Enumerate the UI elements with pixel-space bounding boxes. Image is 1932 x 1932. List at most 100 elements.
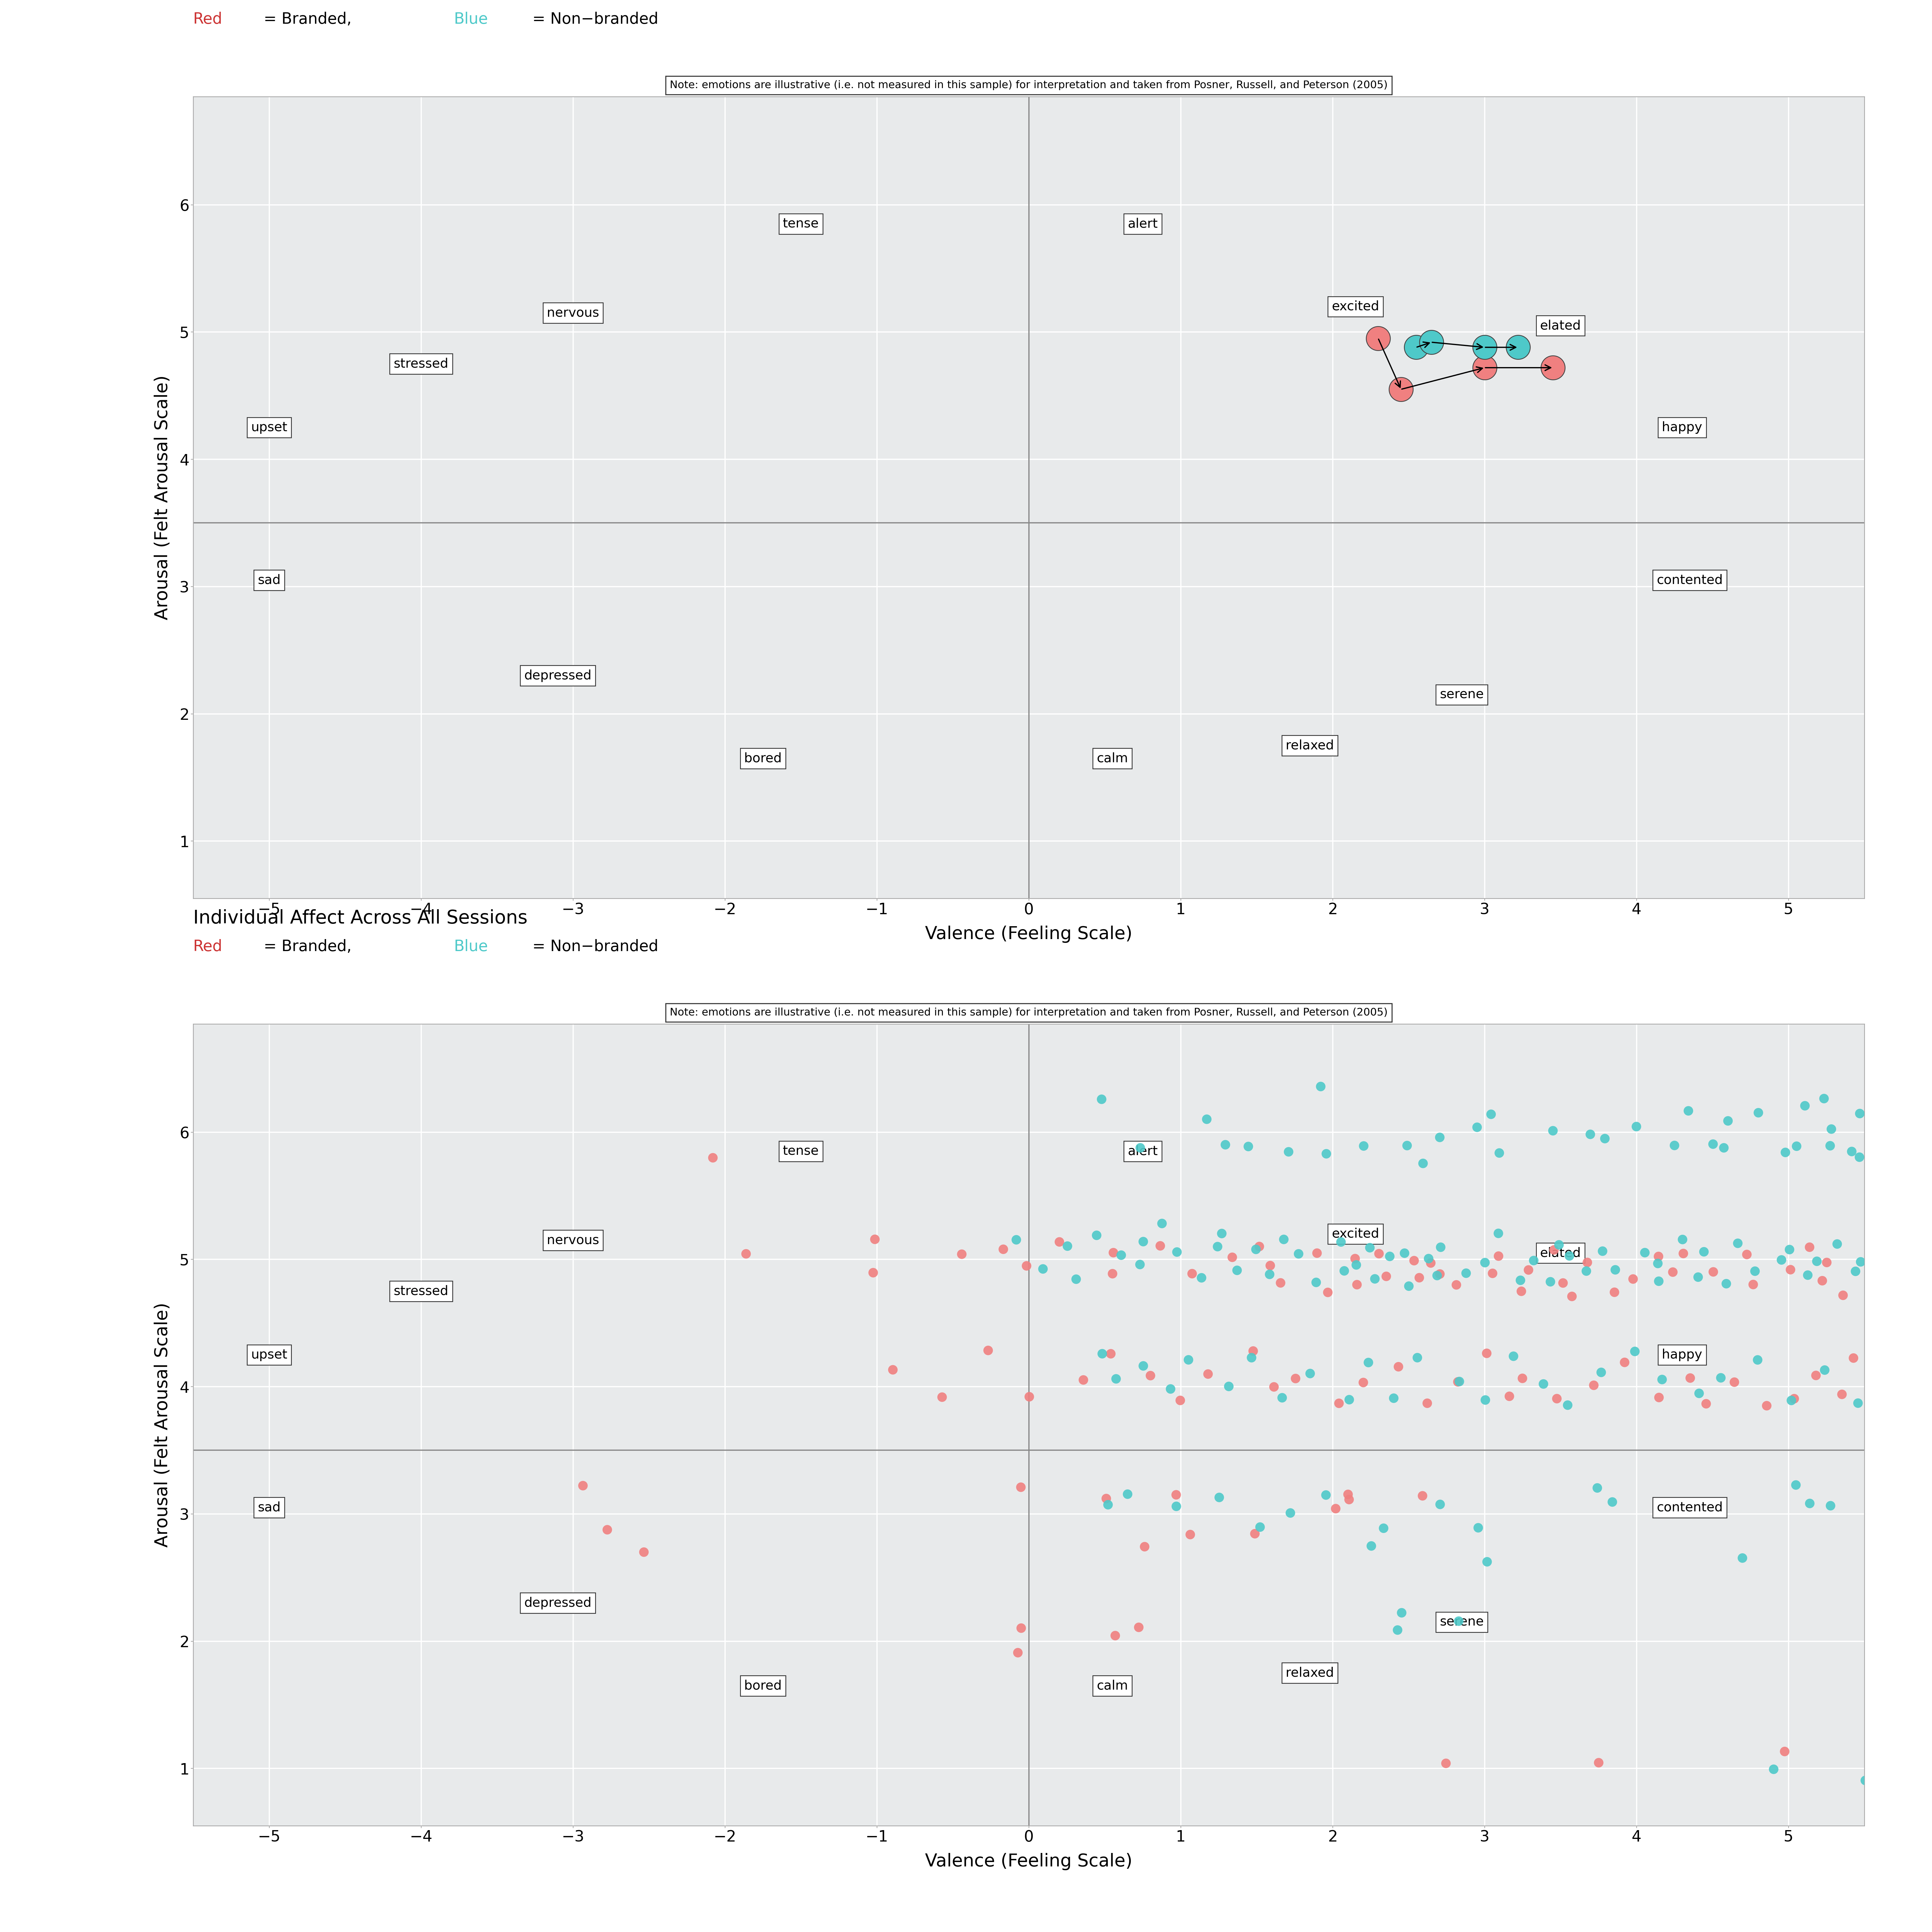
Point [1302,1238,1333,1269]
Point [1095,1339,1126,1370]
Point [1816,1113,1847,1144]
Point [1497,1341,1528,1372]
Point [1372,1262,1403,1293]
Text: elated: elated [1540,1246,1580,1260]
Point [1341,1269,1372,1300]
Point [1849,1766,1880,1797]
Point [1629,1236,1660,1267]
Point [1368,1513,1399,1544]
Point [1124,1132,1155,1163]
Text: serene: serene [1439,1615,1484,1629]
Point [1267,1381,1298,1412]
Text: excited: excited [1331,1227,1379,1240]
Point [1534,1265,1565,1296]
Point [1349,1130,1379,1161]
Point [1061,1264,1092,1294]
Point [1124,1250,1155,1281]
Text: Note: emotions are illustrative (i.e. not measured in this sample) for interpret: Note: emotions are illustrative (i.e. no… [670,81,1387,91]
Point [1519,1244,1549,1275]
Point [1161,1236,1192,1267]
Point [1478,1258,1509,1289]
Point [1542,1383,1573,1414]
Point [1320,1493,1350,1524]
Point [1005,1472,1036,1503]
Point [1578,1370,1609,1401]
Point [1312,1138,1343,1169]
Point [1236,1343,1267,1374]
Text: sad: sad [257,574,280,587]
Text: Blue: Blue [454,12,489,27]
Point [1468,352,1499,383]
Point [1312,1277,1343,1308]
Point [1391,1130,1422,1161]
Text: = Branded,: = Branded, [259,12,357,27]
Point [1258,1372,1289,1403]
Point [1470,1385,1501,1416]
Point [1571,1256,1602,1287]
Point [1240,1519,1271,1549]
Point [1155,1374,1186,1405]
Point [1441,1269,1472,1300]
Point [1758,1754,1789,1785]
Point [1766,1244,1797,1275]
Point [1283,1238,1314,1269]
Point [1360,1264,1391,1294]
Text: bored: bored [744,1679,782,1692]
Point [858,1258,889,1289]
Y-axis label: Arousal (Felt Arousal Scale): Arousal (Felt Arousal Scale) [155,1302,172,1548]
Point [1683,1262,1714,1293]
Text: stressed: stressed [394,357,448,371]
Point [1352,1347,1383,1378]
Point [1468,332,1499,363]
Text: depressed: depressed [524,668,591,682]
Point [1374,1240,1405,1271]
Point [1472,1337,1503,1368]
Point [1053,1231,1084,1262]
Point [1128,1350,1159,1381]
Point [1424,1122,1455,1153]
Point [1843,1142,1874,1173]
Point [1828,1279,1859,1310]
Text: alert: alert [1128,218,1157,230]
Point [1667,1225,1698,1256]
Text: relaxed: relaxed [1285,740,1333,752]
Point [1028,1254,1059,1285]
Point [1712,1267,1743,1298]
Point [1770,1737,1801,1768]
Point [568,1470,599,1501]
Point [1646,1364,1677,1395]
Point [1708,1132,1739,1163]
Point [1737,1269,1768,1300]
Point [1244,1511,1275,1542]
Point [1294,1358,1325,1389]
Point [1781,1470,1812,1501]
Point [1092,1484,1122,1515]
Text: nervous: nervous [547,307,599,319]
Point [1333,1484,1364,1515]
Point [1128,1227,1159,1258]
Point [1010,1250,1041,1281]
Text: upset: upset [251,421,288,435]
Text: nervous: nervous [547,1235,599,1246]
Point [1146,1208,1177,1238]
Point [1712,1105,1743,1136]
Point [1122,1611,1153,1642]
Point [1424,1258,1455,1289]
Point [1463,1111,1493,1142]
Point [1383,1350,1414,1381]
Point [927,1381,958,1412]
Point [1806,1265,1837,1296]
Text: stressed: stressed [394,1285,448,1298]
Point [1412,1387,1443,1418]
Point [1801,1246,1832,1277]
Point [1209,1130,1240,1161]
Point [1300,1267,1331,1298]
Point [1325,1227,1356,1258]
Point [1099,1621,1130,1652]
Point [1544,1229,1575,1260]
Point [1254,1250,1285,1281]
Point [1586,1236,1617,1267]
Point [1094,1490,1124,1520]
Point [1493,1381,1524,1412]
Point [1306,1070,1337,1101]
